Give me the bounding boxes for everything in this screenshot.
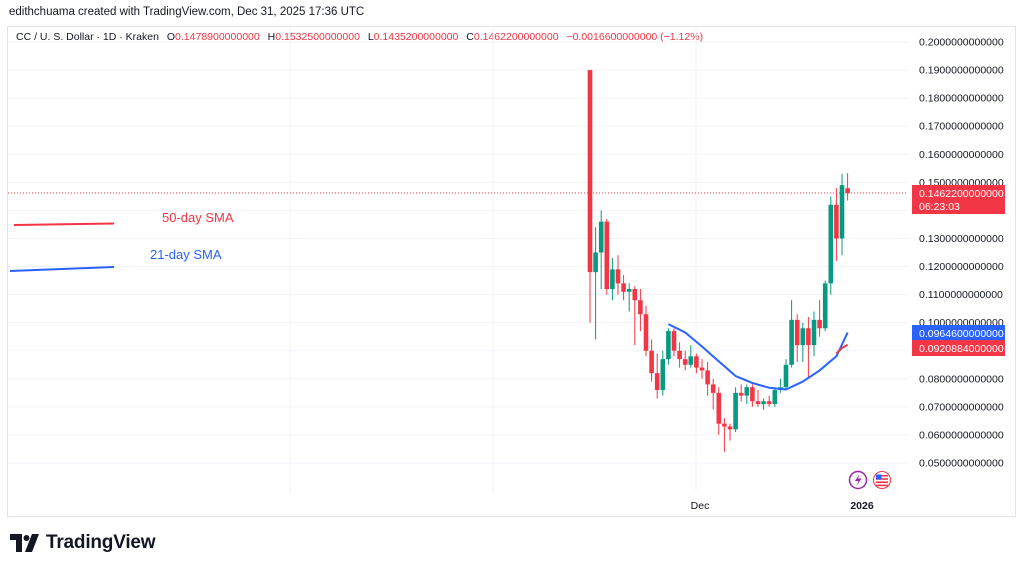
candle-body [666, 331, 671, 360]
candle-body [806, 328, 811, 346]
tradingview-logo-icon [10, 534, 39, 552]
sma50-legend-line [13, 222, 115, 226]
candle-body [688, 356, 694, 365]
y-tick-label: 0.1700000000000 [919, 121, 1004, 133]
candle-body [744, 387, 750, 396]
candle-body [789, 319, 794, 365]
us-flag-icon[interactable] [873, 471, 891, 489]
chart-credit: edithchuama created with TradingView.com… [9, 6, 365, 18]
candle-body [766, 401, 772, 405]
candle-body [699, 367, 705, 371]
candle-body [716, 392, 722, 424]
x-axis-ticks[interactable]: Dec 2026 [691, 500, 874, 512]
chart-frame [7, 26, 1016, 517]
candle-body [738, 392, 744, 396]
candle-body [694, 356, 699, 368]
lightning-icon[interactable] [848, 470, 868, 490]
ohlc-legend: CC / U. S. Dollar · 1D · Kraken O0.14789… [16, 31, 703, 43]
candle-body [755, 401, 761, 405]
low-key: L [367, 31, 374, 43]
y-axis-ticks[interactable]: 0.2000000000000 0.1900000000000 0.18000000… [919, 37, 1004, 470]
sma21-label: 21-day SMA [150, 247, 222, 262]
high-value: 0.1532500000000 [275, 31, 360, 43]
candle-body [722, 423, 727, 427]
y-tick-label: 0.0700000000000 [919, 401, 1004, 413]
price-badges: 0.1462200000000 06:23:03 0.0964600000000… [912, 185, 1005, 356]
candle-body [610, 269, 615, 289]
last-price-badge [912, 185, 1005, 214]
candle-body [834, 204, 839, 239]
y-tick-label: 0.0800000000000 [919, 373, 1004, 385]
candle-body [660, 359, 666, 391]
countdown-badge-text: 06:23:03 [919, 201, 960, 213]
y-tick-label: 0.2000000000000 [919, 37, 1004, 49]
candle-body [649, 350, 654, 374]
symbol-label[interactable]: CC / U. S. Dollar · 1D · Kraken [16, 31, 159, 43]
candle-body [677, 350, 682, 360]
close-value: 0.1462200000000 [473, 31, 559, 43]
candle-body [654, 373, 660, 391]
candle-body [794, 319, 800, 346]
low-value: 0.1435200000000 [373, 31, 459, 43]
change-value: −0.0016600000000 (−1.12%) [566, 31, 704, 43]
candle-body [682, 359, 688, 365]
candle-body [671, 331, 677, 351]
sma50-badge-text: 0.0920884000000 [919, 343, 1004, 355]
candle-body [750, 387, 755, 402]
y-tick-label: 0.1900000000000 [919, 65, 1004, 77]
y-tick-label: 0.1200000000000 [919, 261, 1004, 273]
sma21-legend-line [9, 266, 115, 272]
candle-body [783, 364, 789, 388]
sma21-badge-text: 0.0964600000000 [919, 328, 1004, 340]
sma21-line [667, 323, 849, 391]
sma50-line [835, 344, 849, 355]
grid-lines [8, 27, 907, 492]
y-tick-label: 0.1800000000000 [919, 93, 1004, 105]
x-tick-label: 2026 [850, 500, 874, 512]
candle-body [593, 252, 598, 273]
candle-body [643, 314, 649, 351]
open-key: O [166, 31, 176, 43]
y-tick-label: 0.1100000000000 [919, 289, 1003, 301]
candle-body [772, 390, 778, 405]
candle-body [632, 288, 638, 301]
y-tick-label: 0.1300000000000 [919, 233, 1004, 245]
high-key: H [267, 31, 276, 43]
candle-body [800, 328, 806, 346]
tradingview-logo-text: TradingView [46, 532, 156, 553]
sma50-badge [912, 340, 1005, 356]
candle-body [587, 70, 593, 273]
candle-body [626, 288, 632, 292]
candle-body [845, 188, 850, 193]
candle-body [811, 319, 817, 346]
candle-body [727, 426, 733, 430]
candle-body [822, 283, 828, 329]
candle-body [710, 384, 716, 393]
x-tick-label: Dec [691, 500, 710, 512]
candle-body [615, 269, 621, 284]
candle-body [817, 319, 822, 329]
open-value: 0.1478900000000 [175, 31, 260, 43]
candles [587, 70, 850, 452]
sma21-badge [912, 325, 1005, 341]
candle-body [733, 392, 738, 430]
y-tick-label: 0.1600000000000 [919, 149, 1004, 161]
close-key: C [466, 31, 474, 43]
candle-body [828, 204, 834, 284]
candle-body [638, 300, 643, 315]
candle-body [839, 185, 845, 239]
candle-body [761, 401, 766, 405]
last-price-badge-text: 0.1462200000000 [919, 188, 1004, 200]
candle-body [621, 283, 626, 292]
candle-body [604, 221, 610, 289]
y-tick-label: 0.0500000000000 [919, 458, 1004, 470]
tradingview-logo[interactable]: TradingView [10, 532, 156, 554]
y-tick-label: 0.0600000000000 [919, 429, 1004, 441]
candle-body [598, 221, 604, 253]
candle-body [705, 370, 710, 385]
sma50-label: 50-day SMA [162, 210, 234, 225]
